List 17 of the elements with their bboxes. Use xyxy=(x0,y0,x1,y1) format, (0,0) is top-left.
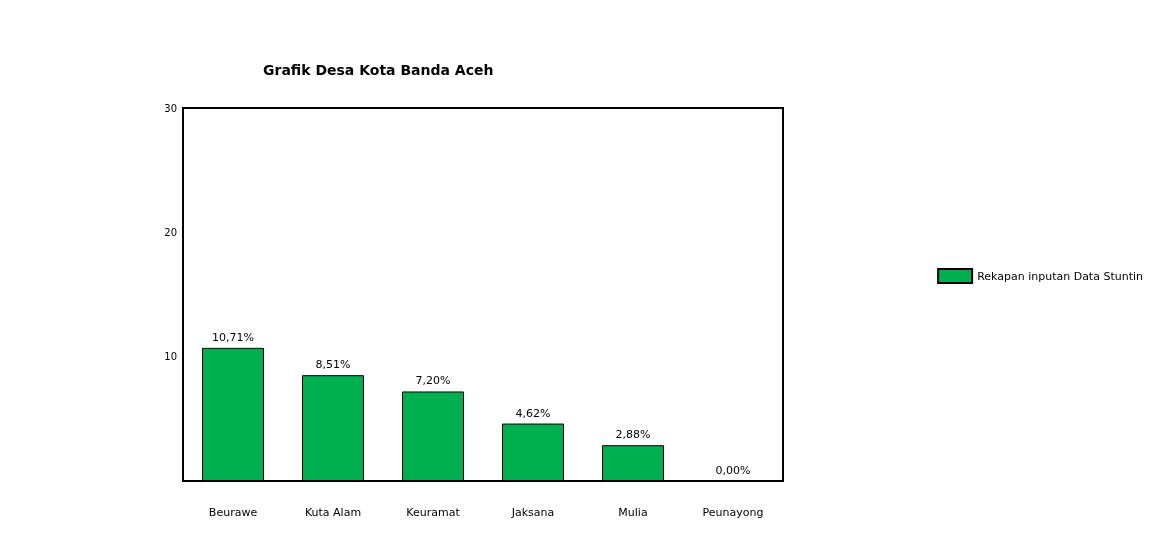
y-tick-label: 10 xyxy=(164,351,177,363)
data-label: 7,20% xyxy=(415,374,451,388)
y-tick-label: 30 xyxy=(164,102,177,114)
data-label: 2,88% xyxy=(615,428,651,442)
data-label: 4,62% xyxy=(515,406,551,420)
data-label: 8,51% xyxy=(315,358,351,372)
data-label: 10,71% xyxy=(212,330,254,344)
x-tick-label: Jaksana xyxy=(510,506,555,519)
x-tick-label: Beurawe xyxy=(208,506,258,519)
data-label: 0,00% xyxy=(715,464,751,477)
x-tick-label: Mulia xyxy=(618,506,648,519)
x-tick-label: Peunayong xyxy=(702,506,764,519)
x-tick-label: Keuramat xyxy=(406,506,461,519)
x-tick-label: Kuta Alam xyxy=(304,506,362,519)
legend-label: Rekapan inputan Data Stuntin xyxy=(977,269,1144,283)
chart-title: Grafik Desa Kota Banda Aceh xyxy=(263,62,494,78)
y-tick-label: 20 xyxy=(164,226,177,238)
